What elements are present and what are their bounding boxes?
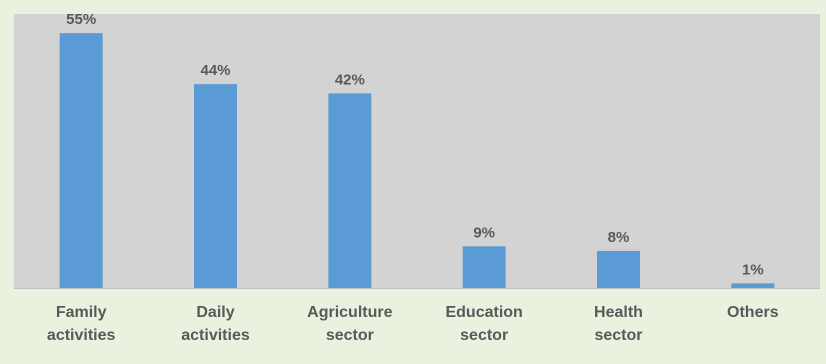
- bar: [597, 250, 640, 288]
- category-label-line: activities: [47, 327, 116, 344]
- category-label-line: Agriculture: [307, 304, 392, 321]
- bar-value-label: 9%: [473, 224, 495, 241]
- bar: [59, 33, 103, 288]
- bar: [462, 246, 506, 288]
- category-label: Daily activities: [181, 304, 250, 344]
- bar: [194, 84, 237, 288]
- category-label-line: sector: [326, 327, 374, 344]
- category-label: Education sector: [445, 304, 522, 344]
- category-label-line: sector: [460, 327, 508, 344]
- category-label: Agriculture sector: [307, 304, 392, 344]
- category-label-line: Education: [445, 304, 522, 321]
- data-labels-group: 55% 44% 42% 9% 8% 1%: [66, 11, 764, 278]
- bar-value-label: 55%: [66, 11, 96, 28]
- category-labels-group: Family activities Daily activities Agricultu…: [47, 304, 779, 344]
- category-label-line: Daily: [196, 304, 234, 321]
- category-label: Health sector: [594, 304, 643, 344]
- category-label-line: Family: [56, 304, 107, 321]
- category-label: Others: [727, 304, 779, 321]
- category-label-line: Others: [727, 304, 779, 321]
- category-label-line: activities: [181, 327, 250, 344]
- bar-value-label: 1%: [742, 261, 764, 278]
- category-label-line: sector: [594, 327, 642, 344]
- bar-value-label: 42%: [335, 71, 365, 88]
- category-label: Family activities: [47, 304, 116, 344]
- bar: [731, 283, 775, 288]
- bar-value-label: 8%: [608, 229, 630, 246]
- bar: [328, 93, 372, 289]
- bars-group: [59, 33, 775, 289]
- plot-area: [14, 14, 820, 288]
- category-label-line: Health: [594, 304, 643, 321]
- bar-value-label: 44%: [200, 62, 230, 79]
